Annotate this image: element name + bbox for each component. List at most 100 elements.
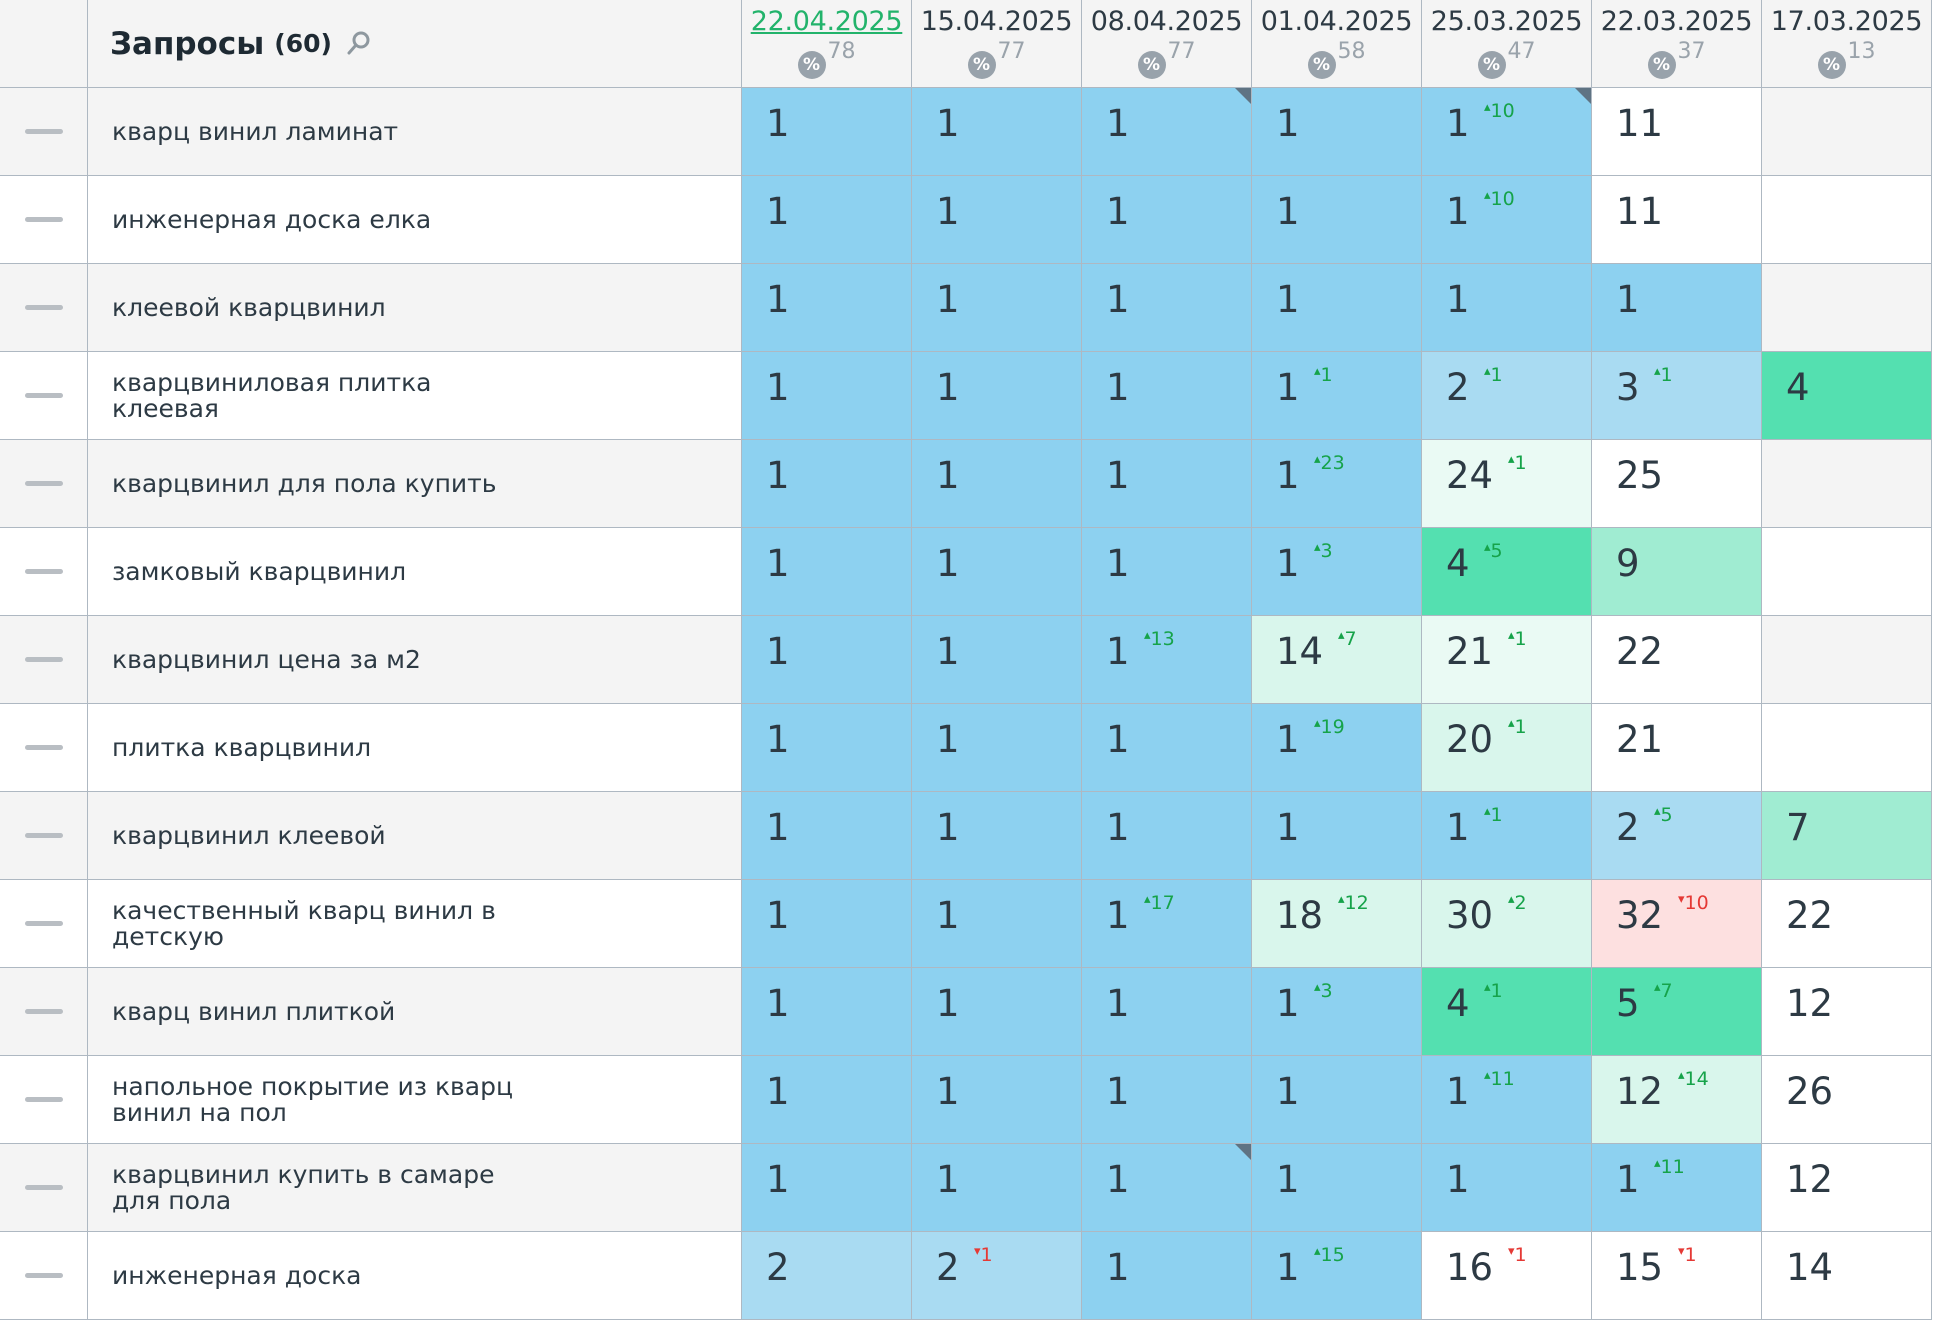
search-icon[interactable] (344, 29, 374, 59)
query-text[interactable]: качественный кварц винил в детскую (112, 895, 496, 951)
arrow-up-icon: ▴ (1654, 1156, 1661, 1171)
position-value: 1 (1106, 278, 1130, 321)
query-text[interactable]: кварц винил ламинат (112, 116, 399, 146)
date-label[interactable]: 25.03.2025 (1430, 6, 1583, 37)
drag-handle-icon[interactable] (24, 657, 63, 662)
position-value: 1 (936, 542, 960, 585)
arrow-up-icon: ▴ (1508, 452, 1515, 467)
arrow-up-icon: ▴ (1484, 100, 1491, 115)
query-cell: инженерная доска (88, 1232, 742, 1320)
delta-value: 1 (1490, 364, 1503, 386)
position-value: 4 (1786, 366, 1810, 409)
query-text[interactable]: кварцвиниловая плитка клеевая (112, 367, 432, 423)
position-cell: 11 (1592, 88, 1762, 176)
position-cell: 14 (1762, 1232, 1932, 1320)
position-value: 1 (766, 1070, 790, 1113)
position-value: 1 (1106, 894, 1130, 937)
date-label[interactable]: 17.03.2025 (1770, 6, 1923, 37)
position-value: 7 (1786, 806, 1810, 849)
row-drag-handle-cell (0, 1056, 88, 1144)
delta-value: 5 (1490, 540, 1503, 562)
position-cell: 1 (1082, 528, 1252, 616)
query-text[interactable]: плитка кварцвинил (112, 732, 372, 762)
position-increase: ▴14 (1678, 1068, 1709, 1090)
visibility-indicator: % 37 (1592, 39, 1761, 79)
drag-handle-icon[interactable] (24, 393, 63, 398)
position-cell: 1 (742, 1144, 912, 1232)
position-increase: ▴13 (1144, 628, 1175, 650)
query-text[interactable]: инженерная доска елка (112, 204, 432, 234)
query-text[interactable]: кварцвинил для пола купить (112, 468, 497, 498)
arrow-up-icon: ▴ (1484, 364, 1491, 379)
query-text[interactable]: клеевой кварцвинил (112, 292, 386, 322)
query-text[interactable]: кварцвинил купить в самаре для пола (112, 1159, 495, 1215)
position-value: 1 (766, 1158, 790, 1201)
position-cell: 1 ▴23 (1252, 440, 1422, 528)
position-value: 1 (1276, 102, 1300, 145)
position-value: 1 (1446, 190, 1470, 233)
position-value: 1 (1446, 806, 1470, 849)
visibility-value: 77 (1167, 39, 1196, 64)
position-value: 2 (1616, 806, 1640, 849)
position-increase: ▴1 (1508, 716, 1527, 738)
position-cell: 1 (742, 616, 912, 704)
delta-value: 12 (1344, 892, 1369, 914)
query-text[interactable]: инженерная доска (112, 1260, 362, 1290)
drag-handle-icon[interactable] (24, 305, 63, 310)
delta-value: 3 (1320, 540, 1333, 562)
drag-handle-icon[interactable] (24, 217, 63, 222)
position-cell: 1 ▴3 (1252, 968, 1422, 1056)
position-value: 1 (936, 1158, 960, 1201)
visibility-value: 13 (1847, 39, 1876, 64)
drag-handle-icon[interactable] (24, 1185, 63, 1190)
drag-handle-icon[interactable] (24, 745, 63, 750)
position-cell: 18 ▴12 (1252, 880, 1422, 968)
query-text[interactable]: кварцвинил цена за м2 (112, 644, 421, 674)
position-value: 21 (1446, 630, 1494, 673)
date-label[interactable]: 22.04.2025 (750, 6, 903, 37)
query-text[interactable]: замковый кварцвинил (112, 556, 407, 586)
drag-handle-icon[interactable] (24, 1097, 63, 1102)
drag-handle-icon[interactable] (24, 569, 63, 574)
arrow-up-icon: ▴ (1338, 628, 1345, 643)
arrow-up-icon: ▴ (1314, 1244, 1321, 1259)
position-value: 1 (1106, 1070, 1130, 1113)
date-label[interactable]: 22.03.2025 (1600, 6, 1753, 37)
row-drag-handle-cell (0, 352, 88, 440)
query-text[interactable]: кварц винил плиткой (112, 996, 396, 1026)
date-label[interactable]: 01.04.2025 (1260, 6, 1413, 37)
position-cell: 2 ▴1 (1422, 352, 1592, 440)
position-cell: 1 (742, 176, 912, 264)
position-value: 1 (936, 718, 960, 761)
position-value: 20 (1446, 718, 1494, 761)
position-value: 2 (936, 1246, 960, 1289)
position-cell: 22 (1592, 616, 1762, 704)
arrow-up-icon: ▴ (1144, 628, 1151, 643)
position-value: 4 (1446, 982, 1470, 1025)
queries-title: Запросы (110, 25, 265, 62)
position-cell: 2 ▾1 (912, 1232, 1082, 1320)
drag-handle-icon[interactable] (24, 1009, 63, 1014)
date-label[interactable]: 08.04.2025 (1090, 6, 1243, 37)
position-cell: 1 (912, 704, 1082, 792)
drag-handle-icon[interactable] (24, 1273, 63, 1278)
date-label[interactable]: 15.04.2025 (920, 6, 1073, 37)
delta-value: 1 (1514, 716, 1527, 738)
position-cell: 1 (1422, 1144, 1592, 1232)
position-value: 24 (1446, 454, 1494, 497)
row-drag-handle-cell (0, 88, 88, 176)
position-increase: ▴5 (1654, 804, 1673, 826)
drag-handle-icon[interactable] (24, 481, 63, 486)
query-text[interactable]: кварцвинил клеевой (112, 820, 386, 850)
query-text[interactable]: напольное покрытие из кварц винил на пол (112, 1071, 514, 1127)
position-value: 1 (936, 366, 960, 409)
drag-handle-icon[interactable] (24, 833, 63, 838)
position-cell: 1 (1252, 1144, 1422, 1232)
drag-handle-icon[interactable] (24, 921, 63, 926)
position-value: 1 (936, 190, 960, 233)
query-cell: качественный кварц винил в детскую (88, 880, 742, 968)
date-column-header: 22.04.2025% 78 (742, 0, 912, 88)
position-value: 25 (1616, 454, 1664, 497)
position-cell: 1 ▴19 (1252, 704, 1422, 792)
drag-handle-icon[interactable] (24, 129, 63, 134)
